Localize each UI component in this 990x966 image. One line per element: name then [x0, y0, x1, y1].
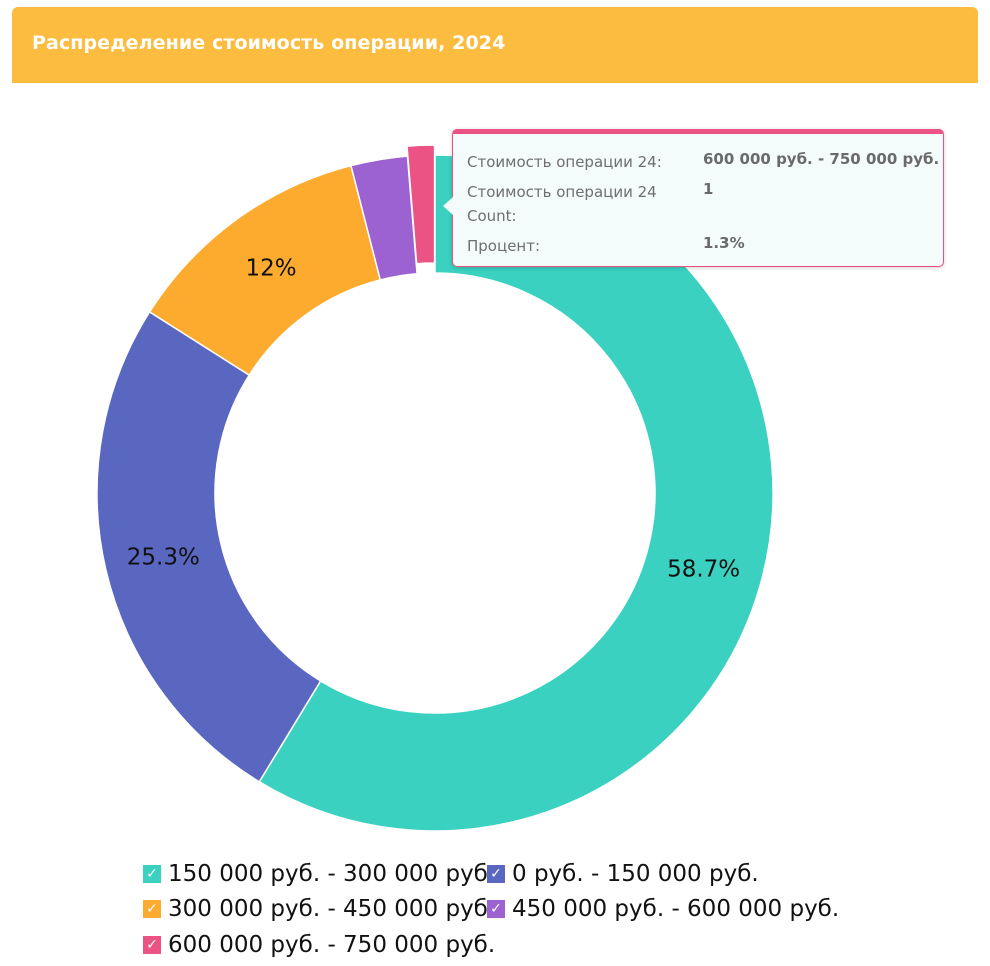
slice-data-label: 12%: [245, 255, 296, 281]
legend-item[interactable]: ✓ 450 000 руб. - 600 000 руб.: [487, 894, 839, 924]
slice-150-300k[interactable]: [258, 154, 774, 832]
tooltip-label: Процент:: [467, 237, 541, 255]
chart-header: Распределение стоимость операции, 2024: [12, 7, 978, 83]
legend-checkbox-icon[interactable]: ✓: [143, 865, 161, 883]
tooltip-value: 1: [703, 180, 714, 198]
slice-450-600k[interactable]: [350, 155, 418, 281]
chart-title: Распределение стоимость операции, 2024: [32, 32, 506, 54]
tooltip-pointer: [443, 197, 453, 215]
legend-checkbox-icon[interactable]: ✓: [487, 865, 505, 883]
legend-label: 450 000 руб. - 600 000 руб.: [512, 896, 840, 922]
legend-checkbox-icon[interactable]: ✓: [143, 936, 161, 954]
slice-0-150k[interactable]: [96, 310, 322, 783]
slice-600-750k[interactable]: [406, 144, 436, 265]
legend-label: 300 000 руб. - 450 000 руб.: [168, 896, 496, 922]
slice-data-label: 58.7%: [667, 556, 740, 582]
chart-tooltip: Стоимость операции 24: 600 000 руб. - 75…: [443, 129, 944, 267]
tooltip-value: 1.3%: [703, 234, 745, 252]
legend-label: 600 000 руб. - 750 000 руб.: [168, 932, 496, 958]
legend-label: 150 000 руб. - 300 000 руб.: [168, 861, 496, 887]
slice-data-label: 25.3%: [127, 544, 200, 570]
legend-checkbox-icon[interactable]: ✓: [487, 900, 505, 918]
tooltip-label: Стоимость операции 24 Count:: [467, 183, 657, 225]
legend-item[interactable]: ✓ 600 000 руб. - 750 000 руб.: [143, 930, 495, 960]
tooltip-label: Стоимость операции 24:: [467, 153, 662, 171]
legend-checkbox-icon[interactable]: ✓: [143, 900, 161, 918]
legend-label: 0 руб. - 150 000 руб.: [512, 861, 759, 887]
legend-item[interactable]: ✓ 0 руб. - 150 000 руб.: [487, 859, 759, 889]
legend-item[interactable]: ✓ 300 000 руб. - 450 000 руб.: [143, 894, 495, 924]
legend-item[interactable]: ✓ 150 000 руб. - 300 000 руб.: [143, 859, 495, 889]
tooltip-value: 600 000 руб. - 750 000 руб.: [703, 150, 940, 168]
